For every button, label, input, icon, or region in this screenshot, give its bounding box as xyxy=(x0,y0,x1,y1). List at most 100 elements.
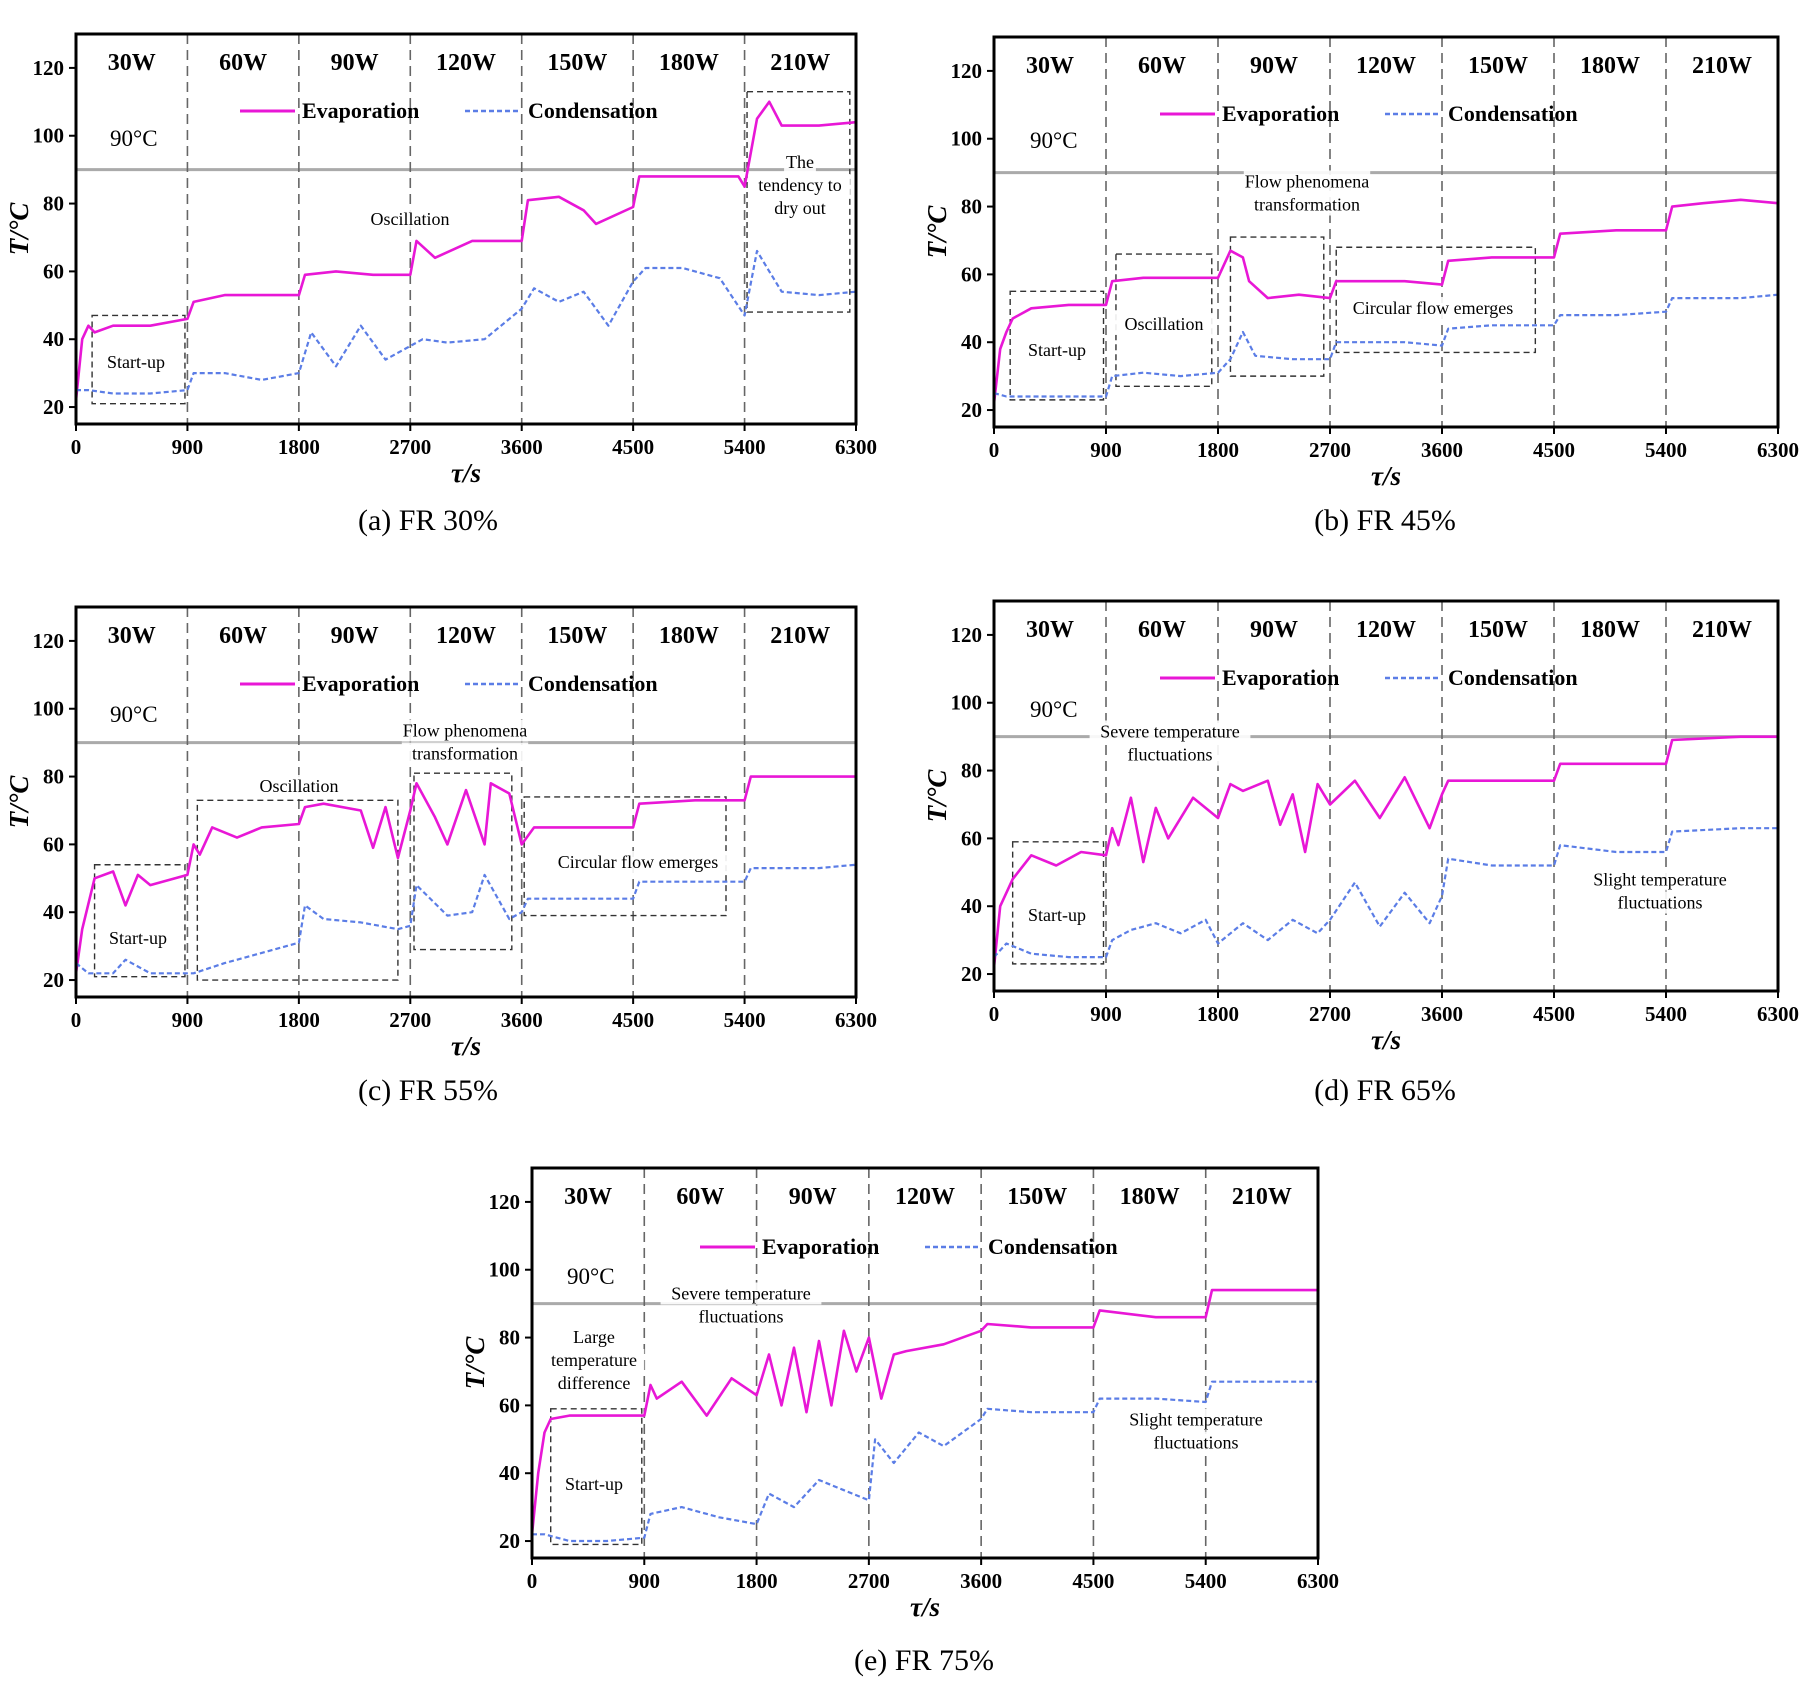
y-tick-label: 20 xyxy=(961,398,982,422)
annotation-bg xyxy=(1339,297,1527,319)
y-tick-label: 40 xyxy=(961,330,982,354)
annotation-text: dry out xyxy=(774,198,826,218)
x-axis-label: τ/s xyxy=(1371,461,1401,491)
y-tick-label: 120 xyxy=(33,56,65,80)
power-label: 150W xyxy=(547,50,607,76)
y-axis-label: T/°C xyxy=(922,205,952,259)
power-label: 120W xyxy=(436,50,496,76)
x-tick-label: 1800 xyxy=(278,435,320,459)
y-tick-label: 60 xyxy=(499,1393,520,1417)
annotation-bg xyxy=(1019,904,1095,926)
y-tick-label: 80 xyxy=(499,1326,520,1350)
annotation-text: transformation xyxy=(1254,195,1360,215)
reference-label: 90°C xyxy=(110,126,158,151)
annotation-text: Start-up xyxy=(1028,340,1086,360)
annotation-bg xyxy=(401,719,529,742)
x-tick-label: 5400 xyxy=(1645,438,1687,462)
y-tick-label: 120 xyxy=(951,59,983,83)
annotation-text: Start-up xyxy=(107,352,165,372)
reference-label: 90°C xyxy=(567,1264,615,1289)
annotation-bg xyxy=(544,851,732,873)
y-axis-label: T/°C xyxy=(460,1336,490,1390)
x-tick-label: 900 xyxy=(1090,438,1122,462)
legend-label-evaporation: Evaporation xyxy=(1222,665,1339,690)
annotation-bg xyxy=(686,1305,796,1328)
x-tick-label: 6300 xyxy=(1757,438,1799,462)
y-tick-label: 100 xyxy=(951,691,983,715)
y-tick-label: 20 xyxy=(961,962,982,986)
annotation-text: Severe temperature xyxy=(1100,722,1239,742)
x-tick-label: 4500 xyxy=(1533,438,1575,462)
series-evaporation-line xyxy=(992,198,1779,404)
power-label: 60W xyxy=(219,623,267,649)
power-label: 210W xyxy=(1692,53,1752,79)
power-label: 90W xyxy=(1250,617,1298,643)
power-label: 180W xyxy=(1120,1184,1180,1210)
power-label: 180W xyxy=(1580,617,1640,643)
series-evaporation-line xyxy=(992,735,1778,968)
x-tick-label: 1800 xyxy=(1197,438,1239,462)
power-label: 90W xyxy=(789,1184,837,1210)
annotation-text: Start-up xyxy=(1028,905,1086,925)
annotation-bg xyxy=(401,742,529,765)
annotation-bg xyxy=(1141,1431,1251,1454)
annotation-bg xyxy=(784,151,816,173)
power-label: 60W xyxy=(1138,53,1186,79)
annotation-text: difference xyxy=(558,1373,631,1393)
annotation-bg xyxy=(660,1282,822,1305)
annotation-bg xyxy=(543,1349,645,1371)
power-label: 120W xyxy=(1356,53,1416,79)
annotation-bg xyxy=(749,174,851,196)
series-condensation-line xyxy=(76,249,857,395)
annotation-text: temperature xyxy=(551,1350,637,1370)
x-axis-label: τ/s xyxy=(451,458,481,488)
x-tick-label: 0 xyxy=(989,1002,1000,1026)
legend-label-condensation: Condensation xyxy=(528,671,658,696)
annotation-bg xyxy=(1019,339,1095,361)
series-evaporation-line xyxy=(530,1288,1318,1535)
power-label: 150W xyxy=(1007,1184,1067,1210)
power-label: 210W xyxy=(1692,617,1752,643)
x-tick-label: 0 xyxy=(527,1569,538,1593)
panel-caption: (d) FR 65% xyxy=(1314,1074,1456,1107)
legend-label-condensation: Condensation xyxy=(988,1234,1118,1259)
legend-label-evaporation: Evaporation xyxy=(302,98,419,123)
annotation-box xyxy=(1335,246,1537,354)
reference-label: 90°C xyxy=(110,702,158,727)
annotation-box xyxy=(1229,236,1325,377)
plot-frame xyxy=(74,32,858,426)
plot-frame xyxy=(530,1166,1320,1560)
power-label: 60W xyxy=(1138,617,1186,643)
x-axis-label: τ/s xyxy=(451,1031,481,1061)
y-tick-label: 100 xyxy=(33,697,65,721)
annotation-text: Large xyxy=(573,1327,615,1347)
power-label: 90W xyxy=(331,623,379,649)
annotation-bg xyxy=(556,1473,632,1495)
y-tick-label: 20 xyxy=(499,1529,520,1553)
series-evaporation-line xyxy=(74,775,856,974)
x-tick-label: 5400 xyxy=(1185,1569,1227,1593)
annotation-bg xyxy=(1243,170,1371,193)
plot-frame xyxy=(992,35,1780,429)
x-tick-label: 6300 xyxy=(835,1008,877,1032)
x-tick-label: 900 xyxy=(172,435,204,459)
power-label: 120W xyxy=(1356,617,1416,643)
plot-frame xyxy=(74,605,858,999)
annotation-bg xyxy=(1243,193,1371,216)
y-tick-label: 120 xyxy=(489,1190,521,1214)
x-tick-label: 900 xyxy=(1090,1002,1122,1026)
y-tick-label: 100 xyxy=(33,124,65,148)
y-tick-label: 100 xyxy=(489,1258,521,1282)
power-label: 120W xyxy=(436,623,496,649)
y-tick-label: 120 xyxy=(951,623,983,647)
annotation-text: Slight temperature xyxy=(1593,870,1726,890)
power-label: 210W xyxy=(1232,1184,1292,1210)
y-tick-label: 60 xyxy=(961,262,982,286)
annotation-text: Circular flow emerges xyxy=(1353,298,1514,318)
x-tick-label: 3600 xyxy=(1421,1002,1463,1026)
x-tick-label: 2700 xyxy=(1309,438,1351,462)
panel-caption: (e) FR 75% xyxy=(854,1644,994,1677)
y-tick-label: 60 xyxy=(43,832,64,856)
annotation-bg xyxy=(359,208,461,230)
x-tick-label: 5400 xyxy=(724,1008,766,1032)
